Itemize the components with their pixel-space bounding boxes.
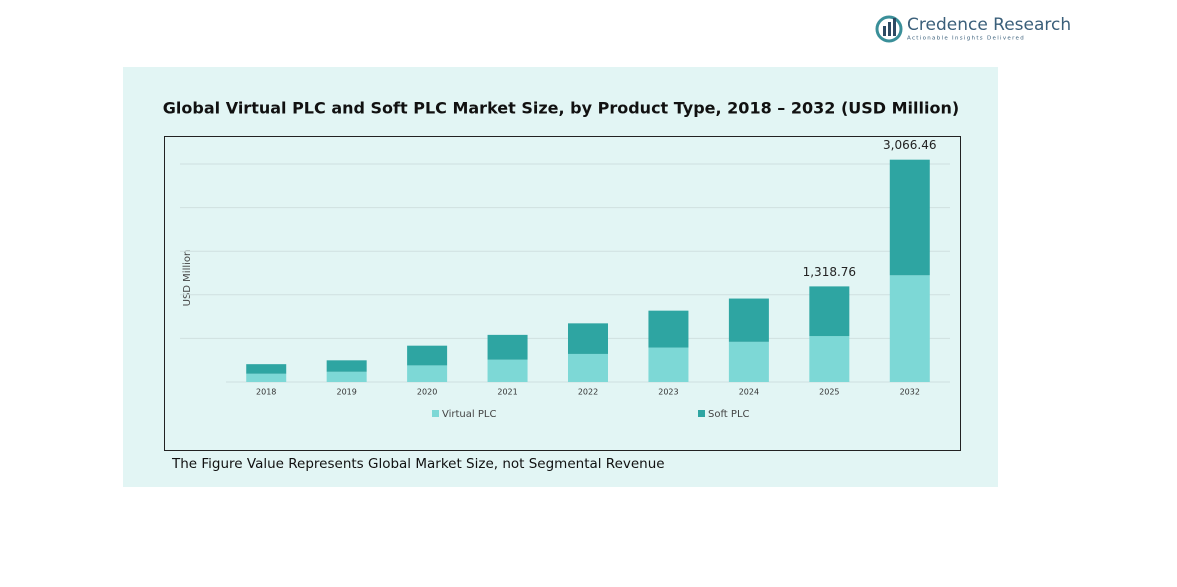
bar-segment (728, 298, 769, 342)
bar-segment (568, 323, 608, 354)
legend-label: Soft PLC (708, 409, 750, 420)
bar-segment (407, 345, 448, 366)
x-tick-label: 2018 (256, 388, 276, 397)
logo-name: Credence Research (907, 15, 1071, 35)
bar-segment (487, 334, 528, 360)
x-tick-label: 2023 (658, 388, 678, 397)
logo: Credence Research Actionable Insights De… (875, 15, 1071, 43)
plot-frame (164, 136, 961, 451)
x-tick-label: 2020 (417, 388, 437, 397)
y-axis-label: USD Million (182, 250, 193, 307)
x-tick-label: 2022 (578, 388, 598, 397)
bar-segment (487, 359, 528, 382)
bar-segment (326, 371, 367, 382)
x-tick-label: 2025 (819, 388, 839, 397)
logo-tagline: Actionable Insights Delivered (907, 36, 1025, 42)
x-tick-label: 2019 (336, 388, 356, 397)
bar-segment (407, 365, 448, 382)
bar-segment (246, 373, 287, 382)
bar-segment (648, 347, 689, 382)
chart-title: Global Virtual PLC and Soft PLC Market S… (163, 99, 959, 118)
bar-segment (728, 341, 769, 382)
bar-segment (568, 353, 608, 382)
bar-segment (889, 275, 930, 382)
bar-segment (809, 286, 850, 337)
logo-icon (875, 15, 903, 43)
footnote: The Figure Value Represents Global Marke… (171, 456, 665, 472)
panel (123, 67, 998, 487)
legend-label: Virtual PLC (442, 409, 496, 420)
bar-segment (648, 310, 689, 348)
legend-swatch (432, 410, 439, 417)
logo-icon (893, 18, 896, 36)
bar-segment (246, 364, 287, 374)
total-label: 3,066.46 (883, 138, 936, 152)
logo-icon (888, 22, 891, 36)
logo-icon (883, 26, 886, 36)
bar-segment (889, 159, 930, 276)
total-label: 1,318.76 (803, 265, 856, 279)
x-tick-label: 2021 (497, 388, 517, 397)
legend-swatch (698, 410, 705, 417)
x-tick-label: 2032 (900, 388, 920, 397)
x-tick-label: 2024 (739, 388, 759, 397)
bar-segment (326, 360, 367, 372)
bar-segment (809, 336, 850, 382)
